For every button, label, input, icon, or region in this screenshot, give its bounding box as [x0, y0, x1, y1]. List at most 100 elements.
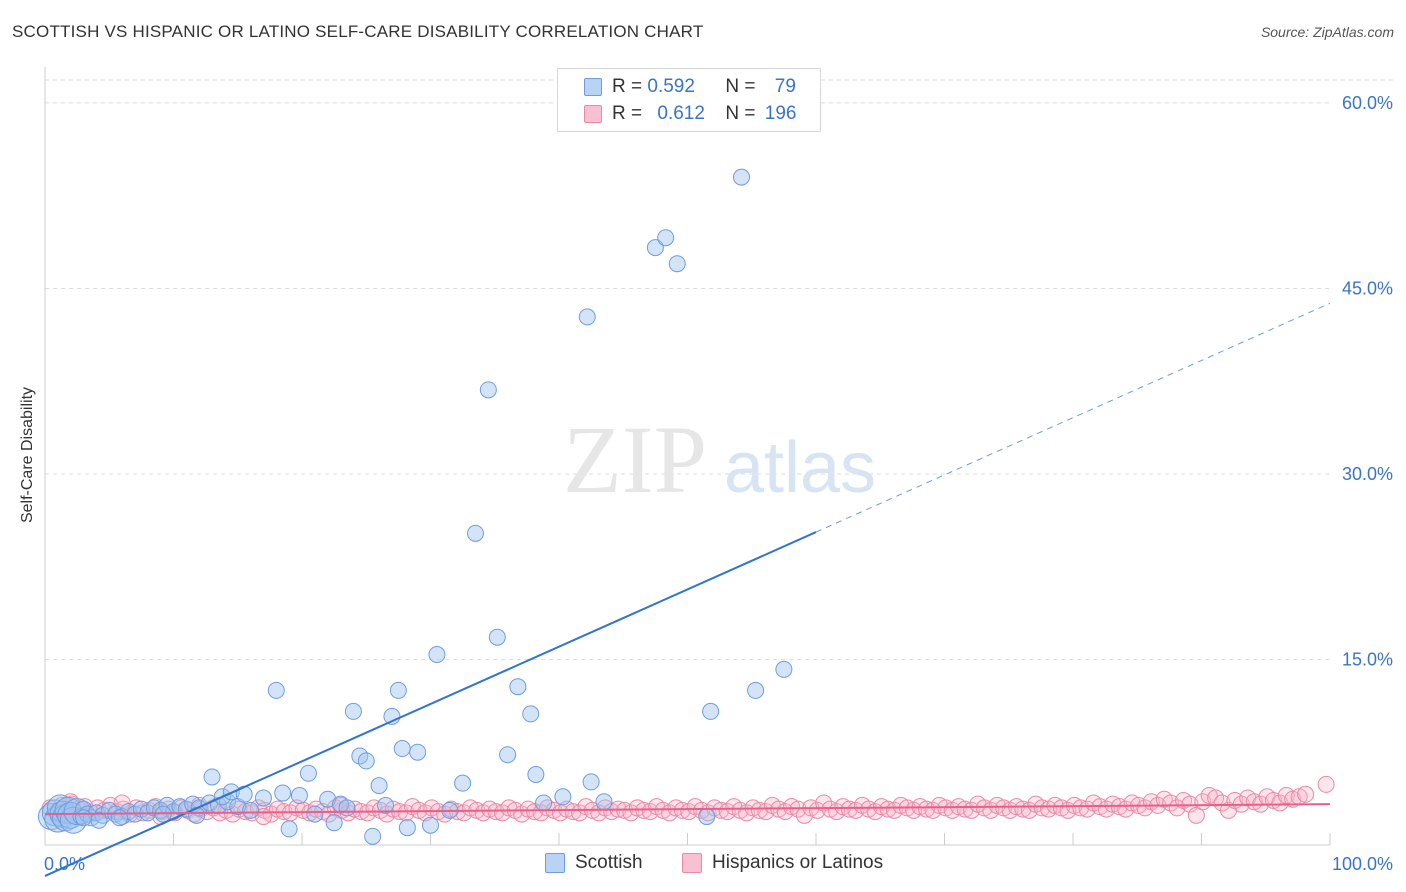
data-point-scottish: [306, 805, 324, 823]
source-credit: Source: ZipAtlas.com: [1260, 24, 1394, 40]
y-tick-label: 45.0%: [1342, 278, 1393, 298]
data-point-scottish: [668, 255, 686, 273]
data-point-scottish: [319, 790, 337, 808]
data-point-scottish: [466, 524, 484, 542]
data-point-hispanic: [840, 800, 858, 818]
data-point-hispanic: [1014, 800, 1032, 818]
data-point-scottish: [357, 752, 375, 770]
legend-label-scottish: Scottish: [575, 852, 643, 873]
data-point-hispanic: [397, 804, 415, 822]
legend-r-value: 0.612: [657, 103, 705, 124]
data-point-hispanic: [1187, 806, 1205, 824]
legend-row-hispanic: R = 0.612 N = 196: [584, 102, 796, 126]
trend-lines: [44, 302, 1331, 877]
data-point-scottish: [338, 799, 356, 817]
data-point-hispanic: [879, 800, 897, 818]
series-scottish-points: [37, 168, 793, 845]
data-point-scottish: [595, 793, 613, 811]
data-point-scottish: [428, 646, 446, 664]
data-point-scottish: [747, 681, 765, 699]
legend-item-scottish[interactable]: Scottish: [545, 852, 643, 874]
data-point-scottish: [254, 789, 272, 807]
trend-line-hispanic: [44, 803, 1331, 816]
data-point-hispanic: [1297, 785, 1315, 803]
legend-label-hispanic: Hispanics or Latinos: [712, 852, 884, 873]
data-point-scottish: [274, 784, 292, 802]
legend-swatch-hispanic: [584, 105, 602, 123]
data-point-scottish: [522, 705, 540, 723]
legend-swatch-scottish: [584, 78, 602, 96]
data-point-hispanic: [1033, 799, 1051, 817]
data-point-hispanic: [712, 801, 730, 819]
trend-line-scottish: [44, 531, 817, 877]
y-tick-label: 30.0%: [1342, 464, 1393, 484]
data-point-hispanic: [564, 803, 582, 821]
data-point-hispanic: [1136, 799, 1154, 817]
legend-n-value: 79: [774, 76, 796, 97]
data-point-scottish: [75, 809, 93, 827]
data-point-scottish: [389, 681, 407, 699]
chart-title: SCOTTISH VS HISPANIC OR LATINO SELF-CARE…: [12, 22, 704, 41]
data-point-hispanic: [526, 803, 544, 821]
data-point-hispanic: [320, 805, 338, 823]
data-point-scottish: [290, 787, 308, 805]
data-point-scottish: [111, 809, 129, 827]
data-point-scottish: [203, 768, 221, 786]
data-point-scottish: [698, 808, 716, 826]
data-point-scottish: [398, 819, 416, 837]
data-point-hispanic: [673, 801, 691, 819]
data-point-scottish: [499, 746, 517, 764]
axes: [44, 67, 1331, 846]
watermark: ZIP atlas: [563, 406, 876, 513]
data-point-scottish: [242, 801, 260, 819]
data-point-scottish: [646, 239, 664, 257]
watermark-atlas: atlas: [724, 428, 876, 508]
data-point-scottish: [657, 229, 675, 247]
legend-r-value: 0.592: [647, 76, 695, 97]
y-axis-label: Self-Care Disability: [19, 386, 36, 524]
x-tick-label-min: 0.0%: [44, 854, 85, 874]
legend-item-hispanic[interactable]: Hispanics or Latinos: [682, 852, 883, 874]
data-point-scottish: [37, 803, 65, 831]
data-point-hispanic: [815, 794, 833, 812]
data-point-scottish: [422, 816, 439, 834]
data-point-scottish: [702, 702, 720, 720]
data-point-scottish: [267, 681, 285, 699]
x-tick-label-max: 100.0%: [1332, 854, 1393, 874]
legend-n-value: 196: [764, 103, 797, 124]
legend-row-scottish: R = 0.592 N = 79: [584, 75, 796, 99]
data-point-scottish: [488, 628, 506, 646]
data-point-hispanic: [750, 801, 768, 819]
data-point-scottish: [775, 660, 793, 678]
y-tick-label: 15.0%: [1342, 649, 1393, 669]
data-point-scottish: [578, 308, 596, 326]
data-point-scottish: [535, 794, 553, 812]
y-tick-label: 60.0%: [1342, 93, 1393, 113]
tick-labels: 15.0% 30.0% 45.0% 60.0% 0.0% 100.0%: [44, 93, 1393, 874]
data-point-scottish: [377, 796, 395, 814]
data-point-scottish: [325, 814, 343, 832]
legend-n-label: N =: [725, 76, 761, 97]
data-point-scottish: [370, 777, 388, 795]
legend-swatch-scottish: [545, 853, 565, 873]
data-point-scottish: [527, 766, 545, 784]
data-point-scottish: [554, 788, 572, 806]
legend-r-label: R =: [612, 103, 648, 124]
legend-r-label: R =: [612, 76, 648, 97]
series-legend: Scottish Hispanics or Latinos: [0, 852, 1406, 878]
data-point-scottish: [582, 773, 600, 791]
data-point-hispanic: [1072, 799, 1090, 817]
data-point-scottish: [409, 743, 427, 761]
data-point-hispanic: [918, 800, 936, 818]
grid-lines: [45, 79, 1395, 660]
watermark-zip: ZIP: [563, 406, 707, 513]
trend-line-scottish-extension: [815, 302, 1331, 533]
data-point-scottish: [364, 827, 382, 845]
legend-swatch-hispanic: [682, 853, 702, 873]
data-point-scottish: [509, 678, 527, 696]
data-point-scottish: [90, 811, 108, 829]
data-point-scottish: [479, 381, 497, 399]
data-point-hispanic: [571, 804, 589, 822]
data-point-scottish: [280, 820, 298, 838]
